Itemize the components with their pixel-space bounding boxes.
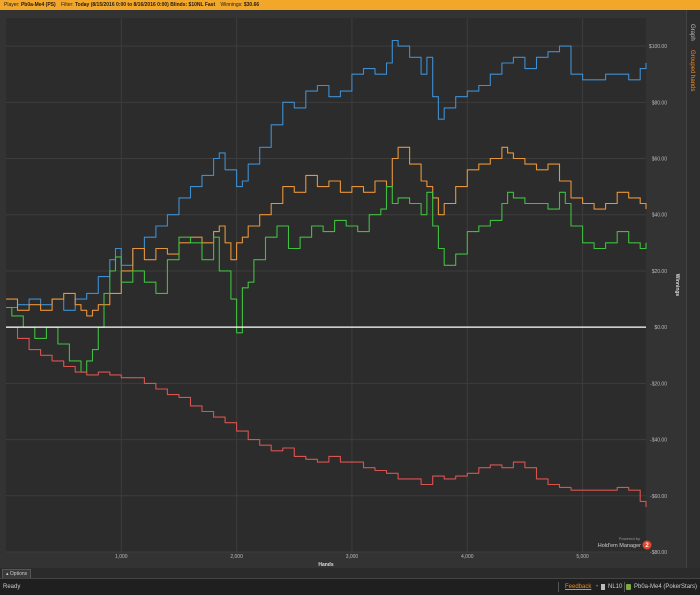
player-label: Player: <box>4 2 20 8</box>
y-tick-label: $100.00 <box>649 44 667 50</box>
player-selector[interactable]: Pb0a-Me4 (PokerStars) <box>634 584 698 590</box>
side-tab-panel: Graph Grouped hands <box>686 10 700 568</box>
powered-by-text: Powered by <box>619 536 640 541</box>
x-tick-label: 5,000 <box>576 554 589 560</box>
caret-up-icon: ▴ <box>6 571 9 577</box>
series-line-net-won <box>6 186 647 373</box>
feedback-link[interactable]: Feedback <box>565 584 592 590</box>
winnings-label: Winnings: <box>220 2 243 8</box>
status-divider <box>624 582 625 592</box>
status-text: Ready <box>3 584 21 590</box>
filter-info-bar: Player: Pb0a-Me4 (PS) Filter: Today (8/1… <box>0 0 700 10</box>
hem-logo-icon <box>642 540 652 550</box>
series-line-all-in-ev <box>6 146 647 317</box>
y-tick-label: $0.00 <box>654 325 667 331</box>
series-line-showdown <box>6 39 647 311</box>
limit-flag-icon <box>601 584 605 590</box>
y-tick-label: $80.00 <box>652 100 668 106</box>
y-tick-label: $60.00 <box>652 157 668 163</box>
status-bar: Ready Feedback • NL10 Pb0a-Me4 (PokerSta… <box>0 578 700 595</box>
y-tick-label: -$20.00 <box>650 381 667 387</box>
filter-value: Today (8/15/2016 0:00 to 8/16/2016 0:00)… <box>74 2 216 8</box>
player-icon <box>626 584 631 590</box>
y-tick-label: -$80.00 <box>650 550 667 556</box>
series-line-non-showdown <box>6 326 647 507</box>
chart-svg: $100.00 $80.00 $60.00 $40.00 $20.00 $0.00 -$20… <box>0 10 686 568</box>
x-tick-label: 2,000 <box>230 554 243 560</box>
x-axis-title: Hands <box>318 562 334 568</box>
filter-label: Filter: <box>61 2 74 8</box>
hem-logo-badge: 2 <box>645 543 649 549</box>
limit-text[interactable]: NL10 <box>608 584 623 590</box>
tab-graph[interactable]: Graph <box>689 24 695 41</box>
x-tick-label: 3,000 <box>346 554 359 560</box>
options-bar: ▴ Options <box>0 568 700 579</box>
hem-brand-text: Hold'em Manager <box>598 543 641 549</box>
y-tick-label: $20.00 <box>652 269 668 275</box>
y-tick-label: -$60.00 <box>650 494 667 500</box>
x-tick-label: 4,000 <box>461 554 474 560</box>
options-label: Options <box>9 571 28 577</box>
winnings-value: $30.66 <box>243 2 260 8</box>
x-tick-label: 1,000 <box>115 554 128 560</box>
status-divider <box>558 582 559 592</box>
player-value: Pb0a-Me4 (PS) <box>20 2 56 8</box>
y-tick-label: $40.00 <box>652 213 668 219</box>
y-axis-title: Winnings <box>674 274 680 297</box>
tab-grouped-hands[interactable]: Grouped hands <box>689 50 695 92</box>
winnings-chart[interactable]: $100.00 $80.00 $60.00 $40.00 $20.00 $0.00 -$20… <box>0 10 686 568</box>
site-icon: • <box>596 584 599 590</box>
y-tick-label: -$40.00 <box>650 438 667 444</box>
